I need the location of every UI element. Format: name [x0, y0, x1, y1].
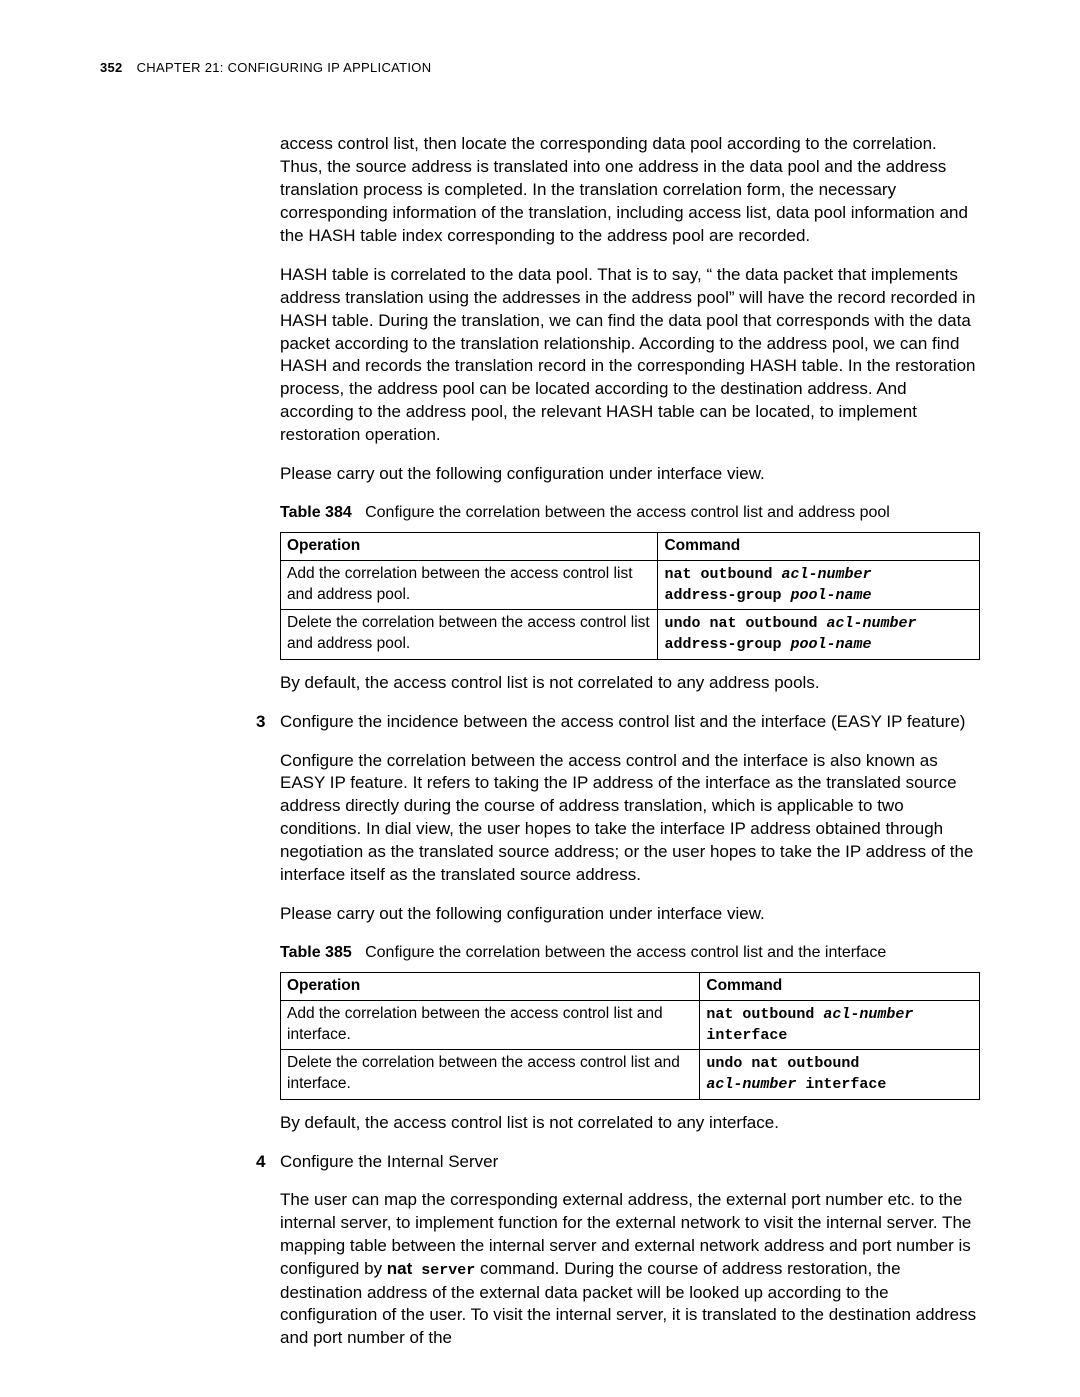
chapter-label: CHAPTER 21: CONFIGURING IP APPLICATION: [137, 60, 432, 75]
table-header-command: Command: [700, 972, 980, 1000]
cmd-text: interface: [796, 1076, 886, 1093]
table-cell-operation: Add the correlation between the access c…: [281, 1000, 700, 1050]
step-number: 4: [256, 1151, 265, 1174]
table-caption-text: Configure the correlation between the ac…: [365, 504, 890, 521]
table-label: Table 384: [280, 504, 352, 521]
cmd-arg: acl-number: [706, 1076, 796, 1093]
table-header-row: Operation Command: [281, 972, 980, 1000]
table-row: Delete the correlation between the acces…: [281, 610, 980, 660]
cmd-text: address-group: [664, 587, 790, 604]
cmd-text: undo nat outbound: [664, 615, 826, 632]
numbered-item: 4 Configure the Internal Server: [280, 1151, 980, 1174]
paragraph: The user can map the corresponding exter…: [280, 1189, 980, 1350]
paragraph: Please carry out the following configura…: [280, 903, 980, 926]
table-caption: Table 385 Configure the correlation betw…: [280, 942, 980, 964]
paragraph: Please carry out the following configura…: [280, 463, 980, 486]
table-cell-command: undo nat outbound acl-number address-gro…: [658, 610, 980, 660]
cmd-text: undo nat outbound: [706, 1055, 859, 1072]
table-header-operation: Operation: [281, 972, 700, 1000]
table-cell-operation: Delete the correlation between the acces…: [281, 1050, 700, 1100]
cmd-text: nat outbound: [664, 566, 781, 583]
numbered-item: 3 Configure the incidence between the ac…: [280, 711, 980, 734]
step-number: 3: [256, 711, 265, 734]
table-cell-command: undo nat outbound acl-number interface: [700, 1050, 980, 1100]
page: 352 CHAPTER 21: CONFIGURING IP APPLICATI…: [0, 0, 1080, 1397]
cmd-arg: pool-name: [790, 587, 871, 604]
table-384: Operation Command Add the correlation be…: [280, 532, 980, 660]
table-cell-operation: Delete the correlation between the acces…: [281, 610, 658, 660]
step-text: Configure the incidence between the acce…: [280, 712, 965, 731]
page-number: 352: [100, 60, 123, 75]
cmd-arg: acl-number: [823, 1006, 913, 1023]
inline-nat: nat: [387, 1259, 413, 1278]
page-header: 352 CHAPTER 21: CONFIGURING IP APPLICATI…: [100, 60, 980, 75]
paragraph: access control list, then locate the cor…: [280, 133, 980, 248]
table-row: Delete the correlation between the acces…: [281, 1050, 980, 1100]
table-header-operation: Operation: [281, 532, 658, 560]
cmd-text: nat outbound: [706, 1006, 823, 1023]
cmd-text: address-group: [664, 636, 790, 653]
cmd-arg: acl-number: [781, 566, 871, 583]
content-body: access control list, then locate the cor…: [280, 133, 980, 1350]
table-385: Operation Command Add the correlation be…: [280, 972, 980, 1100]
inline-server: server: [412, 1262, 475, 1279]
cmd-arg: acl-number: [826, 615, 916, 632]
paragraph: HASH table is correlated to the data poo…: [280, 264, 980, 448]
table-cell-command: nat outbound acl-number interface: [700, 1000, 980, 1050]
table-header-command: Command: [658, 532, 980, 560]
table-cell-command: nat outbound acl-number address-group po…: [658, 560, 980, 610]
step-text: Configure the Internal Server: [280, 1152, 498, 1171]
table-label: Table 385: [280, 944, 352, 961]
table-row: Add the correlation between the access c…: [281, 560, 980, 610]
table-row: Add the correlation between the access c…: [281, 1000, 980, 1050]
table-caption-text: Configure the correlation between the ac…: [365, 944, 886, 961]
paragraph: By default, the access control list is n…: [280, 672, 980, 695]
paragraph: By default, the access control list is n…: [280, 1112, 980, 1135]
table-header-row: Operation Command: [281, 532, 980, 560]
table-cell-operation: Add the correlation between the access c…: [281, 560, 658, 610]
cmd-arg: pool-name: [790, 636, 871, 653]
cmd-text: interface: [706, 1027, 787, 1044]
table-caption: Table 384 Configure the correlation betw…: [280, 502, 980, 524]
paragraph: Configure the correlation between the ac…: [280, 750, 980, 888]
